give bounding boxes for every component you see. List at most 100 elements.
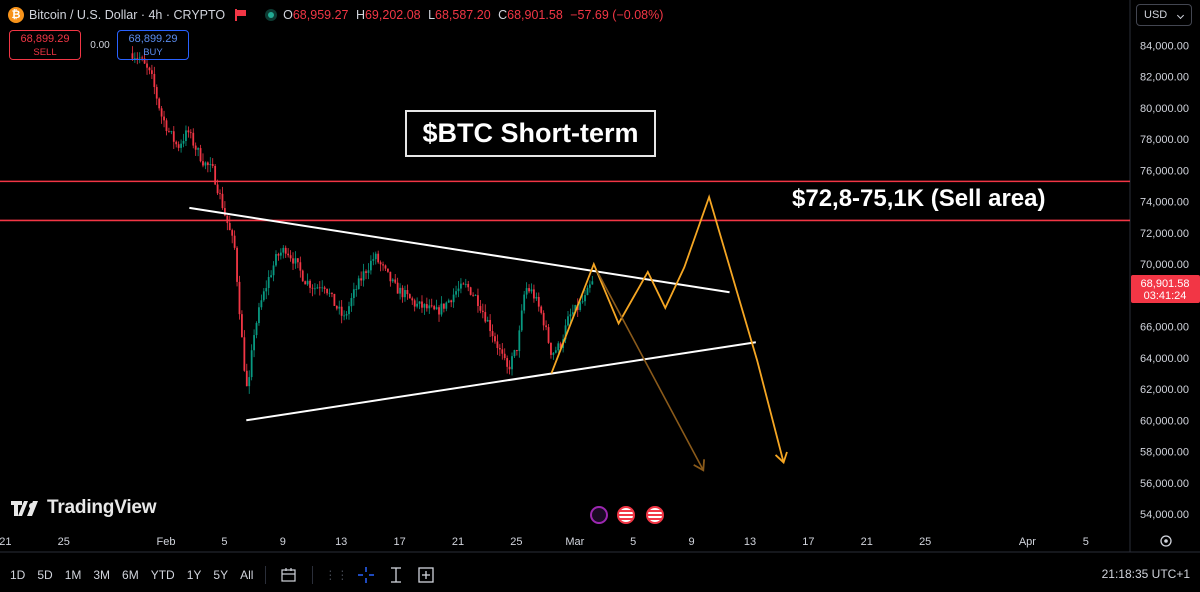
candle-body <box>270 275 273 278</box>
range-button-6m[interactable]: 6M <box>122 568 139 582</box>
candle-body <box>194 145 197 150</box>
price-tick-label: 84,000.00 <box>1140 41 1189 53</box>
projection-alt-path[interactable] <box>595 270 705 471</box>
candle-body <box>588 284 591 288</box>
zoom-glyph <box>418 567 435 583</box>
candle-body <box>221 193 224 209</box>
candle-body <box>226 215 229 224</box>
candle-body <box>462 283 465 285</box>
candle-body <box>279 252 282 256</box>
range-button-1m[interactable]: 1M <box>64 568 82 582</box>
candle-body <box>569 314 572 317</box>
range-button-1d[interactable]: 1D <box>10 568 26 582</box>
candle-body <box>199 148 202 162</box>
utc-clock[interactable]: 21:18:35 UTC+1 <box>1101 567 1190 581</box>
date-range-icon[interactable] <box>278 564 300 586</box>
candle-body <box>365 271 367 273</box>
candle-body <box>552 352 555 355</box>
candle-body <box>479 306 482 311</box>
candle-body <box>343 315 346 317</box>
range-button-5y[interactable]: 5Y <box>213 568 229 582</box>
time-tick-label: 21 <box>861 536 873 548</box>
candle-body <box>496 341 499 349</box>
us-flag-event-icon[interactable] <box>617 506 635 524</box>
gear-icon-ring <box>1160 535 1172 547</box>
candle-body <box>494 336 496 342</box>
bitcoin-icon: ₿ <box>8 7 24 23</box>
candle-body <box>584 295 586 302</box>
projection-main-path[interactable] <box>550 194 785 463</box>
candle-body <box>311 287 314 289</box>
candle-body <box>248 377 251 387</box>
toolbar-divider-2 <box>312 566 314 584</box>
tradingview-logo[interactable]: TradingView <box>11 497 157 519</box>
range-button-1y[interactable]: 1Y <box>186 568 202 582</box>
tradingview-logo-icon <box>11 501 38 516</box>
settings-gear-icon[interactable] <box>1160 535 1172 547</box>
candle-body <box>138 57 141 59</box>
market-status-icon[interactable] <box>265 9 278 21</box>
low-value: 68,587.20 <box>435 8 491 22</box>
last-price-tag-background <box>1131 275 1200 303</box>
candle-body <box>131 53 134 59</box>
crosshair-icon[interactable] <box>355 564 377 586</box>
dividend-event-icon[interactable] <box>590 506 608 524</box>
candle-body <box>284 247 287 254</box>
candle-body <box>357 278 360 290</box>
chart-title-annotation[interactable]: $BTC Short-term <box>405 110 656 157</box>
candle-body <box>367 270 370 273</box>
us-flag-event-icon-2[interactable] <box>646 506 664 524</box>
last-price-value: 68,901.58 <box>1141 278 1190 290</box>
candle-body <box>542 312 545 326</box>
range-button-ytd[interactable]: YTD <box>150 568 175 582</box>
time-axis[interactable]: 21 25 Feb 5 9 13 17 21 25 Mar 5 9 13 17 21 25 Apr 5 <box>0 536 1089 548</box>
candle-body <box>384 265 387 269</box>
candle-body <box>314 288 316 290</box>
candle-body <box>316 287 319 289</box>
sell-label: SELL <box>33 47 57 58</box>
candle-body <box>296 258 299 263</box>
candle-body <box>433 306 436 310</box>
price-axis[interactable]: 54,000.00 56,000.00 58,000.00 60,000.00 62,0… <box>1140 41 1189 522</box>
candle-body <box>352 289 355 299</box>
candle-body <box>540 306 543 313</box>
candle-body <box>523 294 526 311</box>
candle-body <box>379 262 382 265</box>
candle-body <box>277 254 280 256</box>
candle-body <box>345 314 348 316</box>
measure-glyph <box>391 567 402 583</box>
candle-body <box>294 258 297 264</box>
candle-body <box>425 304 428 309</box>
candle-body <box>550 342 552 355</box>
calendar-icon <box>281 568 297 582</box>
zoom-icon[interactable] <box>415 564 437 586</box>
candle-body <box>467 283 470 288</box>
candle-body <box>209 164 212 166</box>
price-tick-label: 54,000.00 <box>1140 509 1189 521</box>
candle-body <box>260 300 263 308</box>
candle-body <box>457 288 460 292</box>
symbol-title[interactable]: Bitcoin / U.S. Dollar · 4h · CRYPTO <box>29 8 226 22</box>
sell-area-annotation[interactable]: $72,8-75,1K (Sell area) <box>792 185 1046 212</box>
range-button-3m[interactable]: 3M <box>93 568 111 582</box>
candle-body <box>172 131 175 142</box>
candle-body <box>255 323 258 336</box>
range-button-all[interactable]: All <box>240 568 254 582</box>
candle-body <box>452 294 455 303</box>
candle-body <box>530 289 533 292</box>
candle-body <box>411 298 414 301</box>
range-button-5d[interactable]: 5D <box>37 568 53 582</box>
candle-body <box>192 132 195 146</box>
wedge-upper-trendline[interactable] <box>189 206 730 294</box>
wedge-lower-trendline[interactable] <box>246 341 756 422</box>
flag-icon[interactable] <box>235 9 247 21</box>
buy-button[interactable]: 68,899.29 BUY <box>117 30 189 60</box>
currency-select[interactable]: USD <box>1136 4 1192 26</box>
sell-button[interactable]: 68,899.29 SELL <box>9 30 81 60</box>
candle-body <box>206 162 209 166</box>
candle-body <box>394 279 397 283</box>
drag-handle-icon[interactable]: ⋮⋮ <box>324 568 349 582</box>
measure-icon[interactable] <box>385 564 407 586</box>
time-tick-label: 5 <box>1083 536 1089 548</box>
